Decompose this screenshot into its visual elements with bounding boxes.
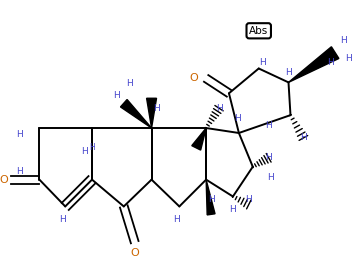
Text: Abs: Abs <box>249 26 268 36</box>
Text: H: H <box>265 121 272 130</box>
Text: H: H <box>285 68 292 77</box>
Text: H: H <box>267 173 274 182</box>
Text: H: H <box>208 195 215 204</box>
Text: H: H <box>300 134 307 143</box>
Text: H: H <box>265 153 272 162</box>
Text: H: H <box>153 104 160 113</box>
Text: H: H <box>113 91 120 100</box>
Text: O: O <box>190 73 198 83</box>
Text: H: H <box>216 104 222 113</box>
Text: H: H <box>16 130 23 139</box>
Text: H: H <box>340 36 346 45</box>
Text: H: H <box>234 114 241 122</box>
Text: H: H <box>59 215 66 224</box>
Text: H: H <box>126 79 133 88</box>
Text: H: H <box>173 215 180 224</box>
Text: O: O <box>0 175 8 185</box>
Text: H: H <box>245 195 252 204</box>
Text: H: H <box>16 167 23 176</box>
Text: H: H <box>89 143 95 152</box>
Text: H: H <box>327 58 334 67</box>
Text: H: H <box>345 54 352 63</box>
Text: O: O <box>130 248 139 258</box>
Polygon shape <box>192 128 206 150</box>
Polygon shape <box>146 98 156 128</box>
Text: H: H <box>229 205 236 214</box>
Polygon shape <box>206 180 215 215</box>
Text: H: H <box>259 58 266 67</box>
Polygon shape <box>120 100 151 128</box>
Polygon shape <box>288 47 339 82</box>
Text: H: H <box>81 147 88 156</box>
